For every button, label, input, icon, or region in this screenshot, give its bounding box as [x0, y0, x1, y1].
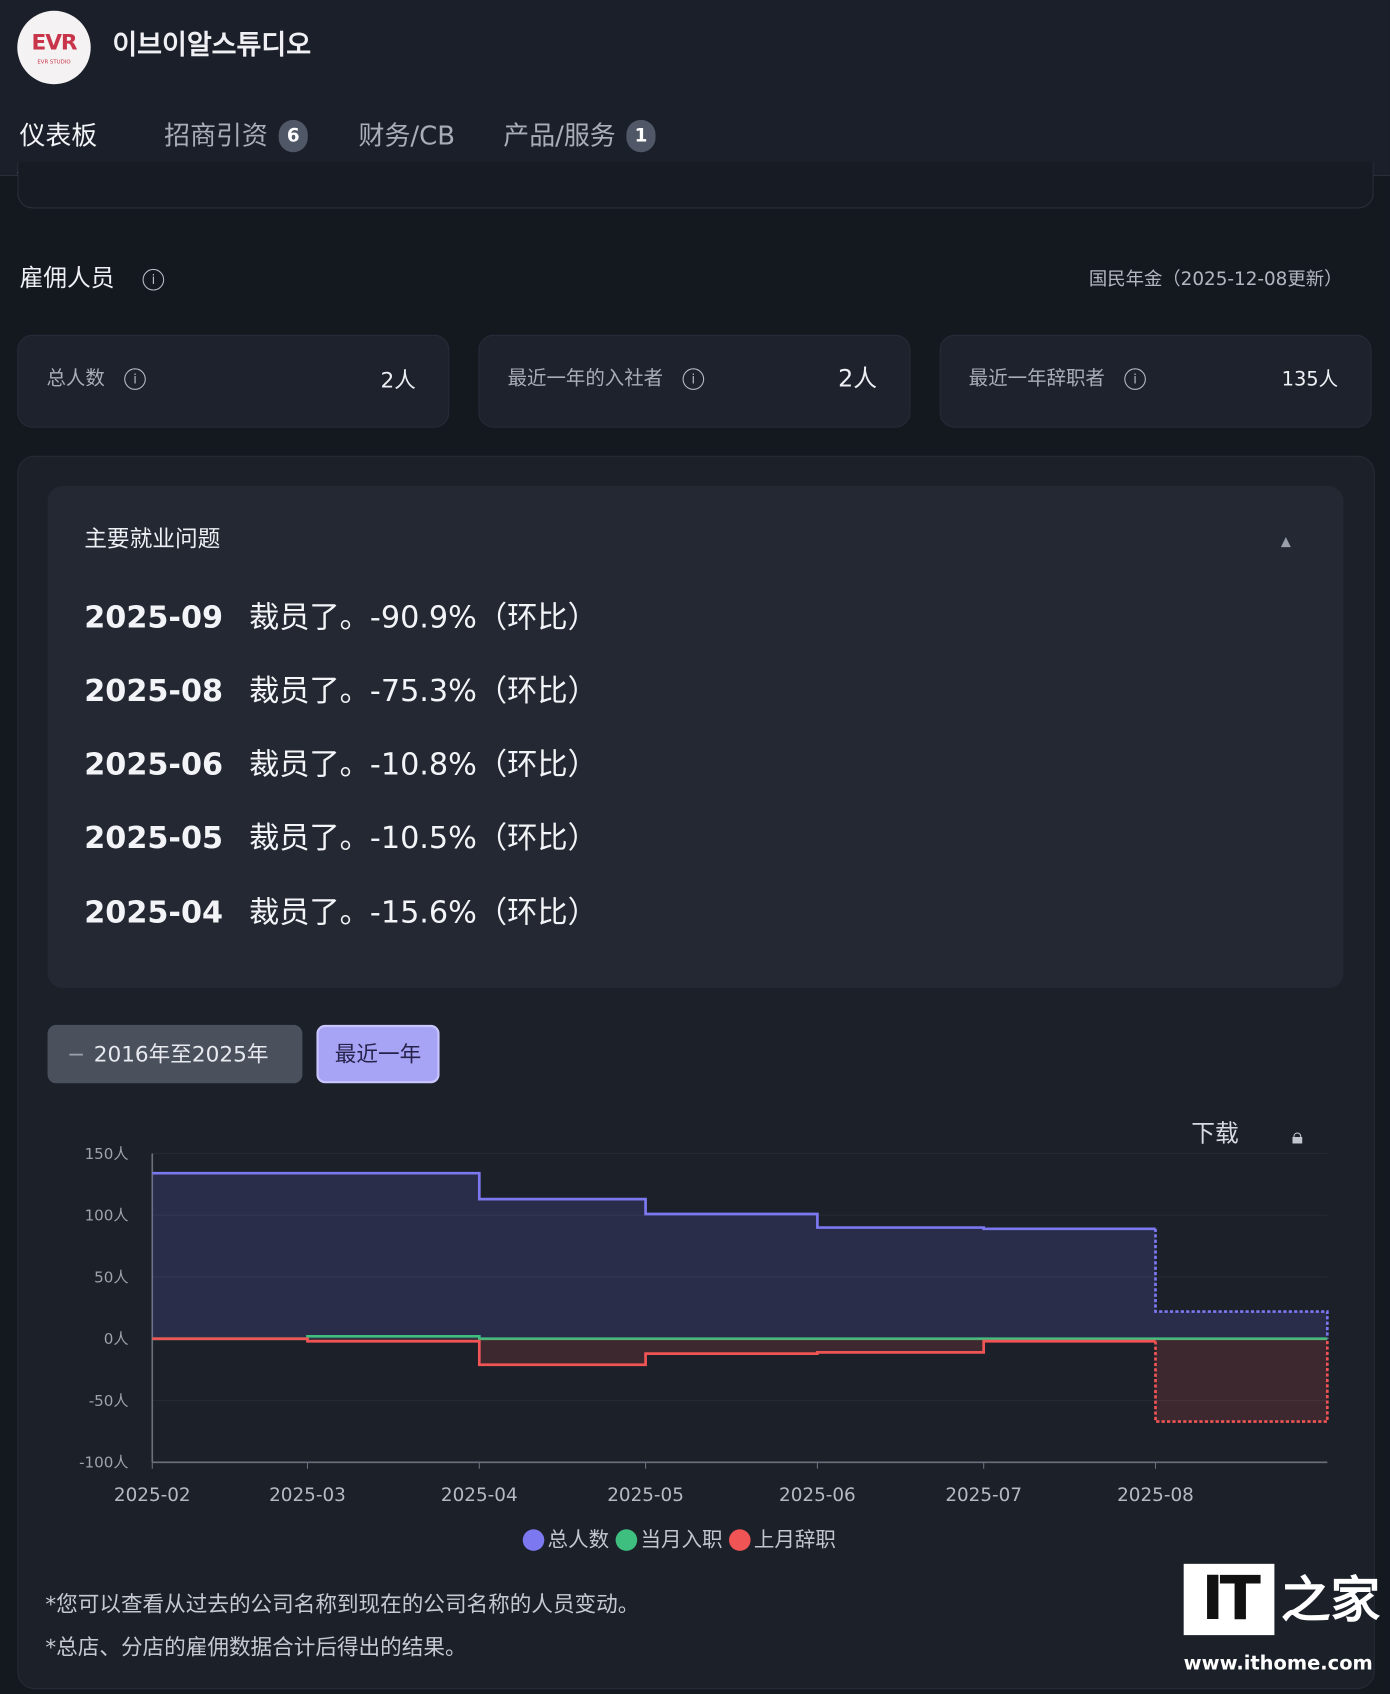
button-label: 2016年至2025年 — [93, 1041, 269, 1068]
minus-icon: − — [66, 1041, 86, 1068]
tab-label: 财务/CB — [358, 120, 456, 152]
series-area — [152, 1338, 1328, 1422]
stat-label: 总人数 — [46, 367, 105, 390]
button-label: 最近一年 — [334, 1041, 422, 1068]
y-tick-label: -100人 — [79, 1454, 128, 1472]
series-line-projected — [1154, 1338, 1329, 1423]
x-tick-label: 2025-05 — [607, 1485, 684, 1506]
company-logo: EVR EVR STUDIO — [17, 10, 91, 85]
watermark-url: www.ithome.com — [1183, 1652, 1373, 1676]
lock-icon[interactable]: 🔒︎ — [1291, 1123, 1304, 1150]
footnote: *总店、分店的雇佣数据合计后得出的结果。 — [45, 1634, 467, 1660]
info-icon[interactable]: i — [142, 268, 165, 291]
data-source: 国民年金（2025-12-08更新） — [1088, 268, 1343, 291]
legend-item-hires[interactable]: 当月入职 — [615, 1525, 723, 1555]
download-button[interactable]: 下载 — [1191, 1121, 1239, 1149]
stat-value: 2人 — [380, 367, 416, 394]
series-area — [152, 1173, 1328, 1339]
issue-date: 2025-05 — [84, 819, 224, 856]
collapse-caret-icon[interactable]: ▲ — [1280, 533, 1291, 549]
stat-value: 2人 — [838, 366, 877, 394]
legend-dot — [729, 1529, 751, 1551]
legend-dot — [522, 1529, 545, 1551]
range-recent-button[interactable]: 最近一年 — [316, 1024, 440, 1084]
y-tick-label: -50人 — [89, 1392, 129, 1410]
section-title-text: 雇佣人员 — [19, 265, 115, 293]
previous-panel — [17, 162, 1374, 209]
logo-text: EVR — [31, 28, 78, 55]
series-line — [152, 1171, 1156, 1231]
tab-dashboard[interactable]: 仪表板 — [19, 117, 97, 156]
issues-title: 主要就业问题 — [84, 525, 221, 552]
stat-label: 最近一年的入社者 — [507, 367, 664, 390]
x-tick-label: 2025-03 — [269, 1485, 346, 1506]
series-line — [152, 1337, 1156, 1367]
x-tick-label: 2025-02 — [114, 1485, 191, 1506]
chart-legend: 总人数 当月入职 上月辞职 — [522, 1525, 836, 1555]
header — [0, 0, 1390, 177]
y-tick-label: 0人 — [104, 1330, 129, 1348]
stat-card-resignations: 最近一年辞职者 i 135人 — [939, 334, 1372, 428]
watermark: IT 之家 www.ithome.com — [1183, 1563, 1385, 1683]
stat-card-total: 总人数 i 2人 — [17, 334, 450, 428]
stat-card-hires: 最近一年的入社者 i 2人 — [478, 334, 911, 428]
section-title: 雇佣人员 i — [19, 262, 165, 297]
legend-item-resigned[interactable]: 上月辞职 — [729, 1525, 836, 1555]
issue-text: 裁员了。-90.9%（环比） — [248, 599, 598, 636]
issue-text: 裁员了。-10.5%（环比） — [248, 819, 598, 856]
tab-label: 仪表板 — [19, 120, 98, 152]
company-name: 이브이알스튜디오 — [112, 29, 312, 61]
issue-item: 2025-09 裁员了。-90.9%（环比） — [84, 596, 598, 639]
y-tick-label: 150人 — [85, 1145, 129, 1163]
stat-label: 最近一年辞职者 — [968, 367, 1105, 390]
issue-item: 2025-05 裁员了。-10.5%（环比） — [84, 816, 598, 859]
issue-item: 2025-06 裁员了。-10.8%（环比） — [84, 743, 598, 786]
issue-text: 裁员了。-15.6%（环比） — [248, 894, 598, 930]
stat-value: 135人 — [1281, 368, 1339, 391]
tab-label: 招商引资 — [164, 120, 268, 152]
issues-panel — [47, 486, 1344, 989]
count-badge: 1 — [626, 119, 656, 153]
tab-finance[interactable]: 财务/CB — [359, 117, 455, 156]
issue-item: 2025-08 裁员了。-75.3%（环比） — [84, 670, 598, 713]
issue-text: 裁员了。-10.8%（环比） — [248, 746, 598, 782]
issue-date: 2025-09 — [84, 599, 224, 636]
issue-text: 裁员了。-75.3%（环比） — [248, 672, 598, 709]
issue-date: 2025-08 — [84, 672, 224, 709]
x-tick-label: 2025-08 — [1117, 1485, 1194, 1506]
legend-label: 上月辞职 — [753, 1528, 836, 1552]
tab-products[interactable]: 产品/服务 1 — [503, 117, 656, 156]
x-tick-label: 2025-06 — [779, 1485, 856, 1506]
range-all-button[interactable]: −2016年至2025年 — [47, 1024, 303, 1084]
series-line-projected — [1154, 1228, 1329, 1339]
info-icon[interactable]: i — [682, 368, 705, 390]
info-icon[interactable]: i — [1124, 368, 1146, 390]
y-tick-label: 50人 — [94, 1268, 128, 1286]
y-tick-label: 100人 — [85, 1207, 129, 1225]
x-tick-label: 2025-07 — [945, 1485, 1022, 1506]
count-badge: 6 — [278, 119, 308, 153]
legend-item-total[interactable]: 总人数 — [522, 1525, 610, 1555]
employment-chart: 150人 100人 50人 0人 -50人 -100人 2025-02 2025-03 2025… — [79, 1145, 1329, 1506]
legend-label: 当月入职 — [640, 1528, 723, 1552]
legend-label: 总人数 — [547, 1528, 610, 1552]
footnote: *您可以查看从过去的公司名称到现在的公司名称的人员变动。 — [45, 1590, 640, 1617]
tab-investment[interactable]: 招商引资 6 — [164, 117, 308, 156]
legend-dot — [615, 1529, 638, 1551]
issue-date: 2025-04 — [84, 894, 224, 930]
info-icon[interactable]: i — [124, 368, 146, 390]
logo-subtext: EVR STUDIO — [37, 58, 71, 66]
watermark-logo-zh: 之家 — [1280, 1570, 1381, 1629]
watermark-logo: IT — [1183, 1563, 1275, 1636]
tab-label: 产品/服务 — [503, 120, 616, 152]
x-tick-label: 2025-04 — [441, 1485, 518, 1506]
issue-item: 2025-04 裁员了。-15.6%（环比） — [84, 891, 598, 934]
issue-date: 2025-06 — [84, 746, 224, 782]
